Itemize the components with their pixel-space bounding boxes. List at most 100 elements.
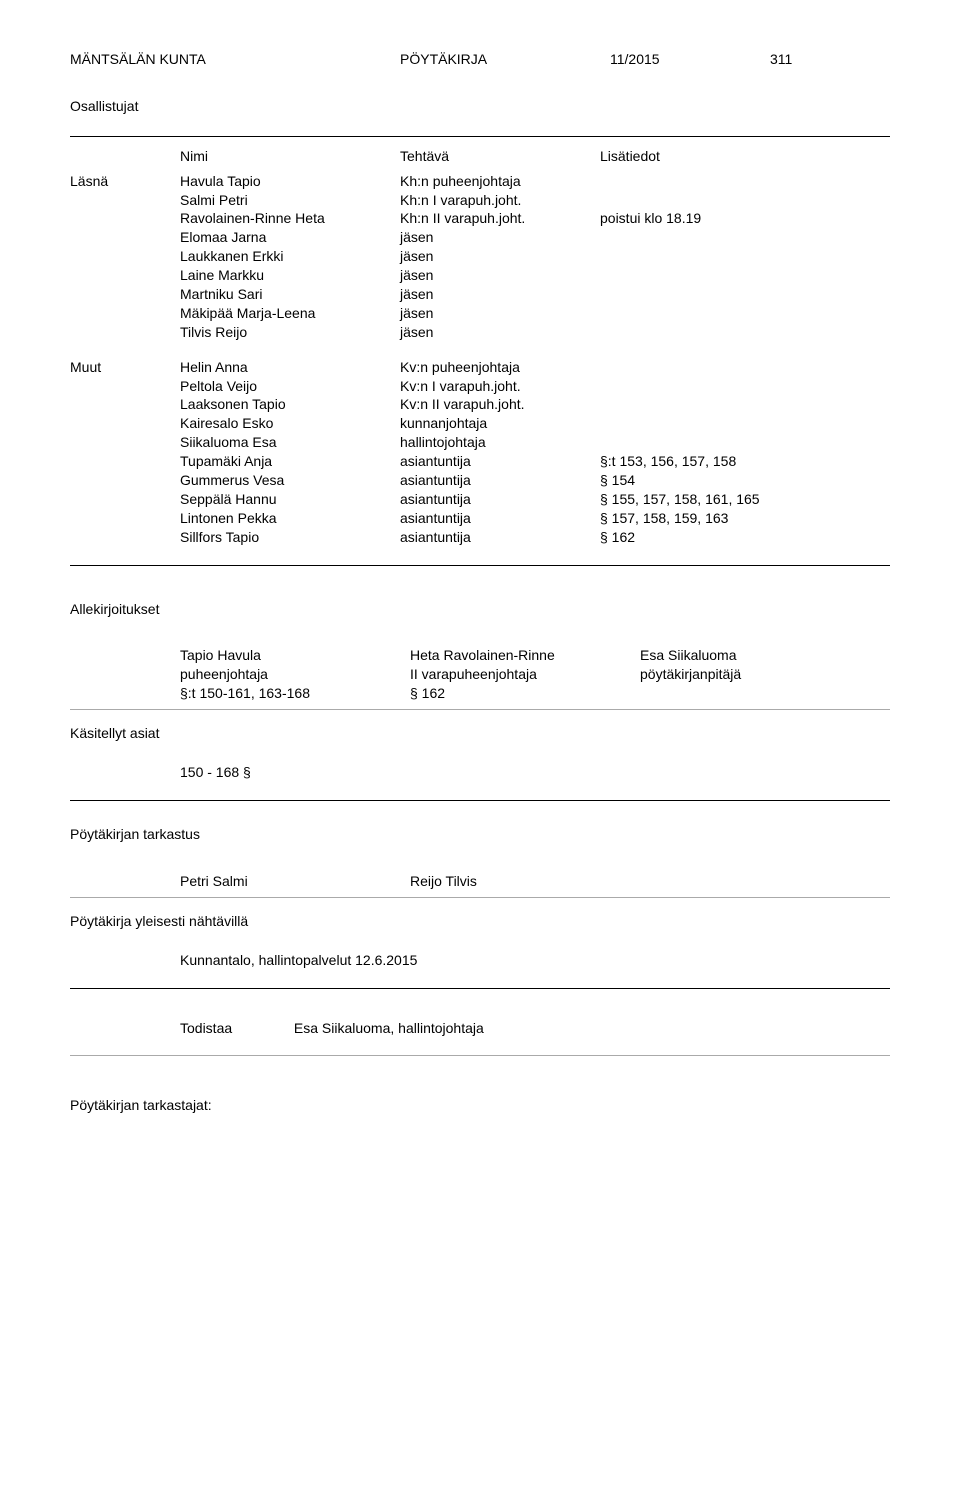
present-row: Laine Markku jäsen <box>70 266 890 285</box>
name-cell: Laukkanen Erkki <box>180 247 400 266</box>
extra-cell <box>600 172 890 191</box>
extra-cell <box>600 228 890 247</box>
org-name: MÄNTSÄLÄN KUNTA <box>70 50 400 69</box>
role-cell: jäsen <box>400 228 600 247</box>
name-cell: Kairesalo Esko <box>180 414 400 433</box>
present-row: Elomaa Jarna jäsen <box>70 228 890 247</box>
others-row: Laaksonen Tapio Kv:n II varapuh.joht. <box>70 395 890 414</box>
name-cell: Ravolainen-Rinne Heta <box>180 209 400 228</box>
extra-cell <box>600 358 890 377</box>
attest-label: Todistaa <box>180 1019 290 1038</box>
signatures-title: Allekirjoitukset <box>70 600 890 619</box>
role-cell: asiantuntija <box>400 509 600 528</box>
extra-cell: § 155, 157, 158, 161, 165 <box>600 490 890 509</box>
extra-cell <box>600 285 890 304</box>
extra-cell <box>600 191 890 210</box>
role-cell: Kh:n II varapuh.joht. <box>400 209 600 228</box>
name-cell: Martniku Sari <box>180 285 400 304</box>
sig-role: II varapuheenjohtaja <box>410 665 640 684</box>
present-row: Laukkanen Erkki jäsen <box>70 247 890 266</box>
participants-title: Osallistujat <box>70 97 890 116</box>
role-cell: Kh:n puheenjohtaja <box>400 172 600 191</box>
others-row: Sillfors Tapio asiantuntija § 162 <box>70 528 890 547</box>
extra-cell: §:t 153, 156, 157, 158 <box>600 452 890 471</box>
: § 157, 158, 159, 163 <box>600 509 890 528</box>
name-cell: Lintonen Pekka <box>180 509 400 528</box>
role-cell: asiantuntija <box>400 471 600 490</box>
sig-col: Tapio Havula puheenjohtaja §:t 150-161, … <box>180 646 410 703</box>
col-role: Tehtävä <box>400 147 600 166</box>
role-cell: asiantuntija <box>400 528 600 547</box>
public-detail: Kunnantalo, hallintopalvelut 12.6.2015 <box>180 951 890 970</box>
others-row: Siikaluoma Esa hallintojohtaja <box>70 433 890 452</box>
document-header: MÄNTSÄLÄN KUNTA PÖYTÄKIRJA 11/2015 311 <box>70 50 890 69</box>
extra-cell <box>600 247 890 266</box>
divider <box>70 988 890 989</box>
sig-name: Tapio Havula <box>180 646 410 665</box>
role-cell: jäsen <box>400 247 600 266</box>
role-cell: kunnanjohtaja <box>400 414 600 433</box>
participants-header-row: Nimi Tehtävä Lisätiedot <box>70 147 890 166</box>
sig-detail: §:t 150-161, 163-168 <box>180 684 410 703</box>
name-cell: Tilvis Reijo <box>180 323 400 342</box>
col-extra: Lisätiedot <box>600 147 890 166</box>
role-cell: Kv:n II varapuh.joht. <box>400 395 600 414</box>
sig-detail: § 162 <box>410 684 640 703</box>
divider <box>70 800 890 801</box>
role-cell: hallintojohtaja <box>400 433 600 452</box>
divider <box>70 709 890 710</box>
attest-row: Todistaa Esa Siikaluoma, hallintojohtaja <box>180 1019 890 1038</box>
present-row: Mäkipää Marja-Leena jäsen <box>70 304 890 323</box>
others-row: Gummerus Vesa asiantuntija § 154 <box>70 471 890 490</box>
name-cell: Laine Markku <box>180 266 400 285</box>
others-row: Tupamäki Anja asiantuntija §:t 153, 156,… <box>70 452 890 471</box>
doc-type: PÖYTÄKIRJA <box>400 50 610 69</box>
name-cell: Siikaluoma Esa <box>180 433 400 452</box>
footer-text: Pöytäkirjan tarkastajat: <box>70 1096 890 1115</box>
name-cell: Mäkipää Marja-Leena <box>180 304 400 323</box>
attest-name: Esa Siikaluoma, hallintojohtaja <box>294 1020 484 1036</box>
reviewer-name: Reijo Tilvis <box>410 872 640 891</box>
doc-number: 11/2015 <box>610 50 770 69</box>
handled-range: 150 - 168 § <box>180 763 890 782</box>
others-row: Seppälä Hannu asiantuntija § 155, 157, 1… <box>70 490 890 509</box>
role-cell: jäsen <box>400 285 600 304</box>
name-cell: Havula Tapio <box>180 172 400 191</box>
extra-cell <box>600 377 890 396</box>
handled-title: Käsitellyt asiat <box>70 724 890 743</box>
present-row: Läsnä Havula Tapio Kh:n puheenjohtaja <box>70 172 890 191</box>
others-row: Lintonen Pekka asiantuntija § 157, 158, … <box>70 509 890 528</box>
role-cell: Kh:n I varapuh.joht. <box>400 191 600 210</box>
extra-cell: poistui klo 18.19 <box>600 209 890 228</box>
sig-name: Heta Ravolainen-Rinne <box>410 646 640 665</box>
signatures-row: Tapio Havula puheenjohtaja §:t 150-161, … <box>180 646 890 703</box>
review-title: Pöytäkirjan tarkastus <box>70 825 890 844</box>
extra-cell <box>600 414 890 433</box>
divider <box>70 897 890 898</box>
role-cell: jäsen <box>400 266 600 285</box>
extra-cell <box>600 323 890 342</box>
role-cell: jäsen <box>400 304 600 323</box>
name-cell: Seppälä Hannu <box>180 490 400 509</box>
extra-cell <box>600 433 890 452</box>
present-row: Salmi Petri Kh:n I varapuh.joht. <box>70 191 890 210</box>
extra-cell: § 154 <box>600 471 890 490</box>
page-number: 311 <box>770 50 792 69</box>
others-label: Muut <box>70 358 180 377</box>
divider <box>70 1055 890 1056</box>
reviewer-name: Petri Salmi <box>180 872 410 891</box>
review-names: Petri Salmi Reijo Tilvis <box>180 872 890 891</box>
extra-cell <box>600 266 890 285</box>
others-row: Muut Helin Anna Kv:n puheenjohtaja <box>70 358 890 377</box>
public-title: Pöytäkirja yleisesti nähtävillä <box>70 912 890 931</box>
sig-role: puheenjohtaja <box>180 665 410 684</box>
present-row: Martniku Sari jäsen <box>70 285 890 304</box>
present-row: Ravolainen-Rinne Heta Kh:n II varapuh.jo… <box>70 209 890 228</box>
others-row: Peltola Veijo Kv:n I varapuh.joht. <box>70 377 890 396</box>
extra-cell: § 162 <box>600 528 890 547</box>
sig-col: Heta Ravolainen-Rinne II varapuheenjohta… <box>410 646 640 703</box>
name-cell: Gummerus Vesa <box>180 471 400 490</box>
role-cell: Kv:n I varapuh.joht. <box>400 377 600 396</box>
divider <box>70 565 890 566</box>
role-cell: jäsen <box>400 323 600 342</box>
